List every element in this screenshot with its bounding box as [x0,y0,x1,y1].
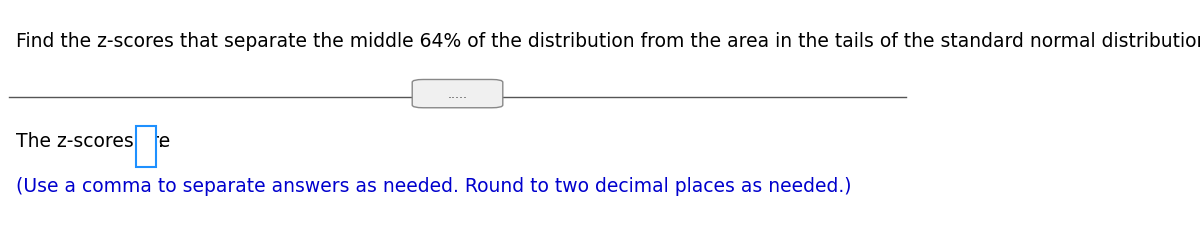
FancyBboxPatch shape [137,126,156,167]
Text: The z-scores are: The z-scores are [17,131,170,150]
Text: .....: ..... [448,88,468,101]
FancyBboxPatch shape [413,80,503,108]
Text: .: . [158,131,164,150]
Text: Find the z-scores that separate the middle 64% of the distribution from the area: Find the z-scores that separate the midd… [17,31,1200,50]
Text: (Use a comma to separate answers as needed. Round to two decimal places as neede: (Use a comma to separate answers as need… [17,177,852,196]
